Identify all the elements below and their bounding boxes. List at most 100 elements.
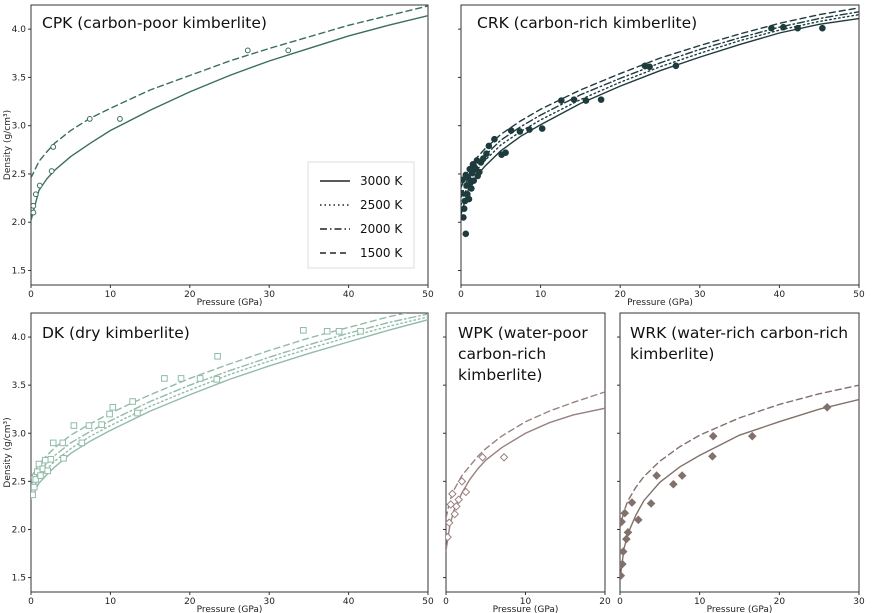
data-point <box>31 483 38 491</box>
data-point <box>526 126 533 133</box>
data-point <box>582 97 590 104</box>
x-tick-label: 20 <box>774 597 786 607</box>
y-tick-label: 3.0 <box>12 429 27 439</box>
data-point <box>452 502 461 511</box>
data-point <box>134 409 141 417</box>
legend: 3000 K 2500 K 2000 K 1500 K <box>307 161 415 269</box>
series-line-3000k <box>31 14 428 222</box>
x-tick-label: 0 <box>458 290 464 300</box>
series-line-2500k <box>461 13 859 206</box>
y-tick-label: 4.0 <box>12 25 27 35</box>
legend-label-2500k: 2500 K <box>360 198 403 212</box>
data-point <box>483 150 490 157</box>
x-tick-label: 10 <box>105 597 117 607</box>
x-tick-label: 50 <box>422 597 434 607</box>
x-tick-label: 20 <box>614 290 626 300</box>
y-tick-label: 3.5 <box>12 381 26 391</box>
plot-frame <box>460 4 860 286</box>
data-point <box>708 431 718 441</box>
data-point <box>461 176 466 184</box>
data-point <box>461 214 467 221</box>
series-line-1500k <box>446 391 605 519</box>
x-tick-label: 30 <box>853 597 865 607</box>
data-point <box>196 375 204 382</box>
x-tick-label: 40 <box>774 290 786 300</box>
y-tick-label: 2.5 <box>12 477 26 487</box>
panel-title: CRK (carbon-rich kimberlite) <box>477 14 697 32</box>
data-point <box>50 144 57 150</box>
data-point <box>822 402 832 412</box>
legend-label-1500k: 1500 K <box>360 246 403 260</box>
x-tick-label: 50 <box>422 290 434 300</box>
x-tick-label: 40 <box>343 597 355 607</box>
data-point <box>106 410 113 418</box>
chart-panels: 0 10 20 30 40 50 1.5 2.0 2.5 3.0 3.5 4.0 Pressure (G… <box>3 4 865 613</box>
data-point <box>59 439 67 447</box>
x-tick-label: 30 <box>263 290 275 300</box>
x-tick-label: 40 <box>343 290 355 300</box>
series-line-3000k <box>461 17 859 216</box>
data-point <box>478 453 487 462</box>
data-point <box>669 479 678 489</box>
series-line-2500k <box>31 316 428 493</box>
y-tick-label: 3.5 <box>12 73 26 83</box>
y-axis-title: Density (g/cm³) <box>3 417 13 487</box>
series-line-1500k <box>31 313 410 479</box>
data-point <box>454 495 464 504</box>
data-point <box>461 205 468 213</box>
plot-frame <box>30 4 429 286</box>
data-point <box>646 63 653 71</box>
data-point <box>646 499 656 508</box>
data-point <box>323 327 331 335</box>
plot-area <box>461 7 859 238</box>
data-point <box>31 202 37 209</box>
x-tick-label: 30 <box>263 597 275 607</box>
chart-dk: 0 10 20 30 40 50 1.5 2.0 2.5 3.0 3.5 4.0 Pressure (G… <box>3 312 434 613</box>
data-point <box>32 191 39 198</box>
data-point <box>620 571 626 580</box>
panel-title-line: kimberlite) <box>458 366 542 384</box>
data-point <box>448 489 457 499</box>
panel-title: CPK (carbon-poor kimberlite) <box>42 14 267 32</box>
x-tick-label: 10 <box>694 597 706 607</box>
data-point <box>708 452 717 461</box>
chart-wpk: 0 10 20 Pressure (GPa) WPK (water-poor carbon… <box>443 312 611 613</box>
x-tick-label: 50 <box>853 290 865 300</box>
chart-cpk: 0 10 20 30 40 50 1.5 2.0 2.5 3.0 3.5 4.0 Pressure (G… <box>3 4 434 308</box>
data-point <box>32 476 40 483</box>
x-axis-title: Pressure (GPa) <box>707 605 773 613</box>
data-point <box>109 403 117 411</box>
data-point <box>461 487 471 497</box>
chart-crk: 0 10 20 30 40 50 Pressure (GPa) CRK (carbon-ric… <box>458 4 865 308</box>
x-tick-label: 0 <box>617 597 623 607</box>
series-line-3000k <box>620 398 859 581</box>
data-point <box>161 375 168 382</box>
data-point <box>31 491 36 499</box>
y-tick-label: 1.5 <box>12 267 26 277</box>
data-point <box>44 467 51 475</box>
y-tick-label: 2.0 <box>12 525 27 535</box>
legend-box <box>307 161 415 269</box>
data-point <box>98 421 105 428</box>
chart-wrk: 0 10 20 30 Pressure (GPa) WRK (water-rich car… <box>617 312 865 613</box>
data-point <box>479 155 487 162</box>
data-point <box>49 439 57 447</box>
panel-title-line: DK (dry kimberlite) <box>42 324 190 342</box>
data-point <box>677 471 687 480</box>
series-line-1500k <box>620 384 859 529</box>
data-point <box>485 142 493 150</box>
data-point <box>499 453 509 462</box>
plot-area <box>446 391 605 552</box>
data-point <box>335 327 343 335</box>
series-line-3000k <box>446 407 605 552</box>
data-point <box>597 96 605 103</box>
data-point <box>462 230 470 238</box>
x-tick-label: 30 <box>694 290 706 300</box>
data-point <box>35 460 43 468</box>
data-point <box>470 177 478 185</box>
data-point <box>41 456 49 464</box>
panel-title-line: carbon-rich <box>458 345 546 363</box>
y-tick-label: 2.0 <box>12 218 27 228</box>
x-tick-label: 10 <box>105 290 117 300</box>
